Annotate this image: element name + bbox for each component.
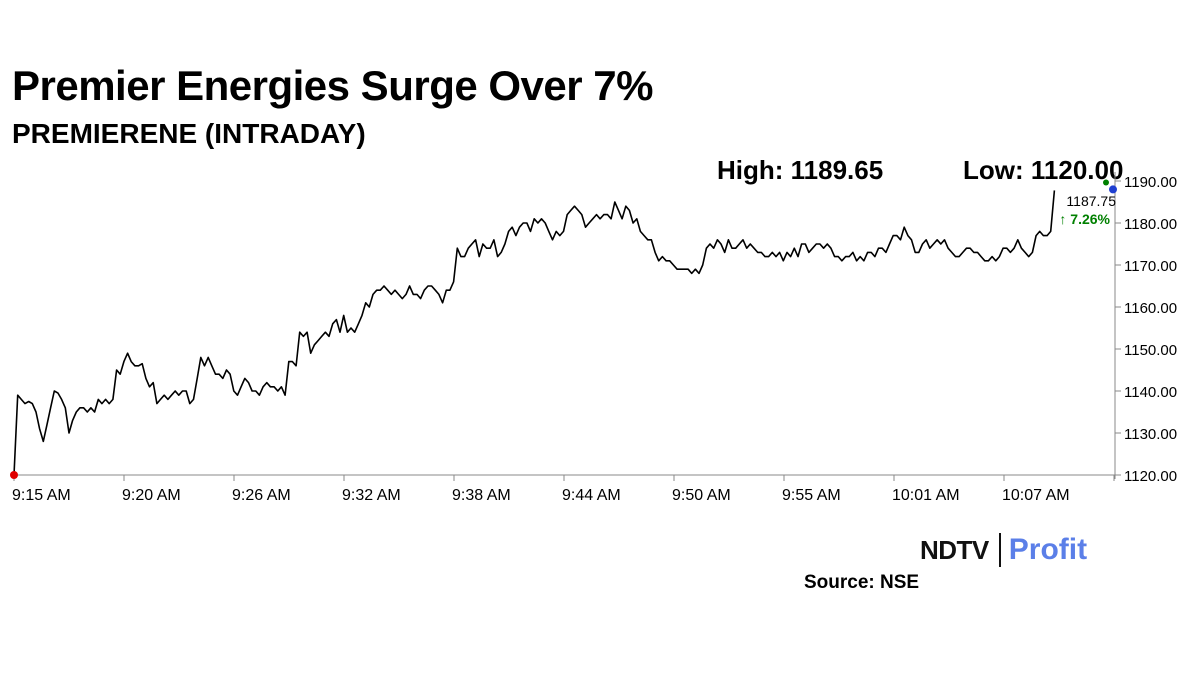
logo-ndtv-text: NDTV: [920, 534, 989, 565]
change-percent-label: ↑ 7.26%: [1059, 211, 1110, 227]
y-tick-label: 1160.00: [1124, 300, 1177, 317]
x-tick-label: 10:01 AM: [892, 487, 960, 504]
last-point-marker: [1103, 179, 1109, 186]
x-tick-label: 9:44 AM: [562, 487, 621, 504]
x-tick-label: 9:38 AM: [452, 487, 511, 504]
y-tick-label: 1150.00: [1124, 342, 1177, 359]
last-price-label: 1187.75: [1066, 193, 1116, 209]
start-point-marker: [10, 471, 18, 479]
y-tick-label: 1170.00: [1124, 258, 1177, 275]
y-tick-label: 1130.00: [1124, 426, 1177, 443]
y-tick-label: 1120.00: [1124, 468, 1177, 485]
plot-area: [10, 179, 1117, 479]
x-tick-label: 10:07 AM: [1002, 487, 1070, 504]
logo-divider: [998, 533, 1001, 567]
x-tick-label: 9:15 AM: [12, 487, 71, 504]
ndtv-profit-logo: NDTV Profit: [920, 532, 1087, 568]
source-note: Source: NSE: [804, 572, 920, 593]
y-tick-label: 1140.00: [1124, 384, 1177, 401]
high-point-marker: [1109, 185, 1117, 194]
logo-profit-text: Profit: [1008, 533, 1088, 566]
low-value: Low: 1120.00: [963, 155, 1124, 185]
x-tick-label: 9:20 AM: [122, 487, 181, 504]
high-value: High: 1189.65: [717, 155, 884, 185]
x-tick-label: 9:50 AM: [672, 487, 731, 504]
chart-axes: 1120.00 1130.00 1140.00 1150.00 1160.00 1170.…: [12, 172, 1177, 504]
x-tick-label: 9:32 AM: [342, 487, 401, 504]
x-tick-label: 9:55 AM: [782, 487, 841, 504]
chart-subtitle: PREMIERENE (INTRADAY): [12, 118, 366, 149]
chart-title: Premier Energies Surge Over 7%: [12, 62, 653, 109]
y-tick-label: 1190.00: [1124, 174, 1177, 191]
x-tick-label: 9:26 AM: [232, 487, 291, 504]
price-line: [13, 190, 1056, 476]
y-tick-label: 1180.00: [1124, 216, 1177, 233]
